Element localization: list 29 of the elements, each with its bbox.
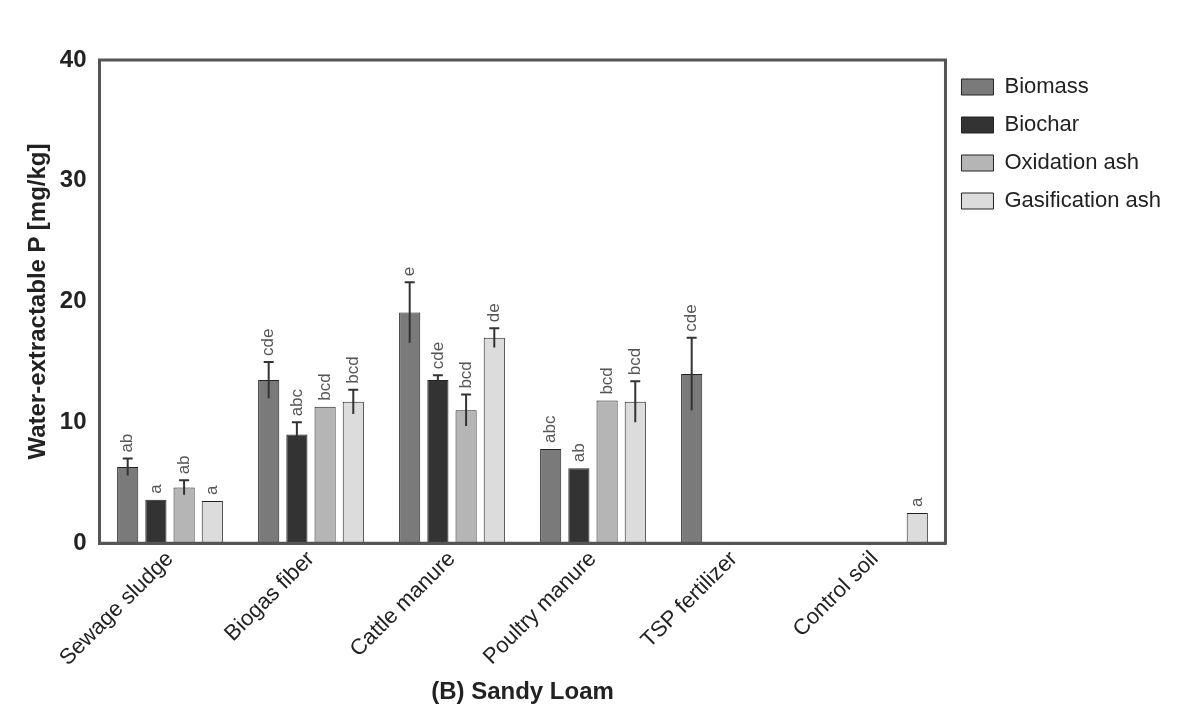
x-axis-title: (B) Sandy Loam	[431, 677, 614, 705]
data-label: de	[483, 303, 503, 323]
data-label: bcd	[624, 347, 644, 376]
data-label: cde	[258, 328, 278, 356]
data-label: cde	[427, 341, 447, 370]
y-tick-label: 10	[59, 406, 87, 434]
data-label: bcd	[314, 373, 334, 401]
data-label: ab	[117, 433, 137, 453]
data-label: abc	[286, 388, 306, 417]
y-tick-label: 20	[59, 286, 87, 314]
data-label: bcd	[342, 356, 362, 384]
data-label: bcd	[455, 361, 475, 389]
data-label: a	[145, 483, 165, 494]
y-tick-label: 40	[59, 44, 87, 72]
data-label: cde	[681, 304, 701, 332]
data-label: bcd	[596, 367, 616, 395]
legend-label: Gasification ash	[1004, 187, 1162, 213]
data-label: e	[399, 266, 419, 277]
legend-label: Oxidation ash	[1004, 149, 1140, 175]
data-label: a	[906, 496, 926, 507]
data-label: ab	[173, 455, 193, 475]
data-label: a	[201, 484, 221, 495]
data-label: abc	[540, 415, 560, 443]
y-tick-label: 0	[73, 527, 87, 555]
data-label: ab	[568, 443, 588, 463]
legend-label: Biomass	[1004, 73, 1089, 99]
legend-label: Biochar	[1004, 111, 1080, 137]
y-axis-title: Water-extractable P [mg/kg]	[23, 143, 51, 460]
y-tick-label: 30	[59, 165, 87, 193]
